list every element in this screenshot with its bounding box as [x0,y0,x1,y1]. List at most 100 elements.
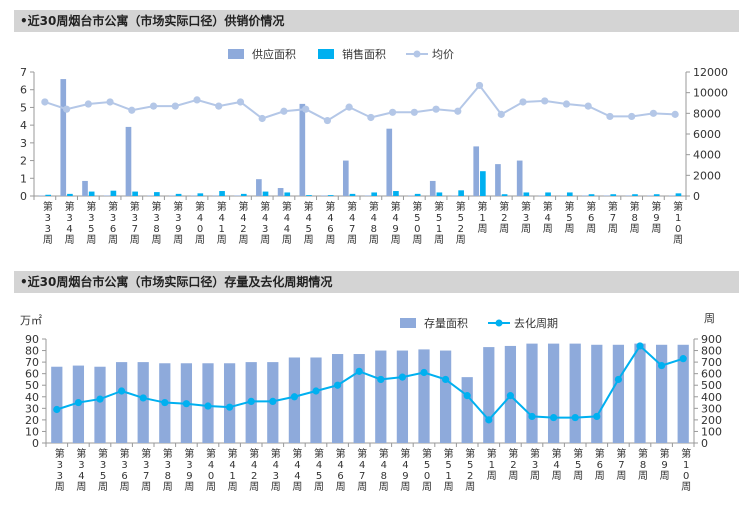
c1-point [171,102,179,110]
c1-y-tick-label: 7 [20,66,27,79]
c1-point [584,102,592,110]
c2-y2-tick-label: 900 [701,333,722,346]
c2-bar-1 [634,343,646,443]
c2-point [593,412,601,421]
c2-y-unit-label: 万㎡ [20,314,42,327]
c1-bar-2 [197,193,204,196]
c1-bar-2 [675,193,682,196]
c1-bar-2 [436,192,443,196]
chart1-title: •近30周烟台市公寓（市场实际口径）供销价情况 [14,10,739,32]
c2-point [74,398,82,407]
c1-legend-swatch-1 [228,49,244,59]
c2-bar-1 [612,344,625,443]
c2-point [442,375,450,384]
c1-point [410,108,418,116]
c1-bar-2 [175,193,182,196]
c1-point [454,107,462,115]
c1-bar-2 [262,191,269,196]
c2-y2-tick-label: 100 [701,425,722,438]
c2-point [614,375,623,384]
c1-bar-1 [299,103,306,196]
c1-y2-tick-label: 4000 [693,149,721,162]
c2-bar-1 [439,350,452,443]
c1-point [128,106,136,114]
c1-point [562,100,571,108]
c1-point [41,98,49,106]
c2-bar-1 [526,343,538,443]
c1-point [497,110,505,118]
c2-point [485,416,493,424]
c1-y-tick-label: 4 [20,119,27,132]
c2-point [53,405,61,414]
c2-y2-unit-label: 周 [704,312,715,325]
c1-point [606,112,614,121]
c1-bar-1 [82,180,88,196]
c2-y2-tick-label: 0 [701,437,708,450]
c1-point [84,100,92,108]
c1-bar-2 [110,190,117,196]
c2-point [139,394,147,402]
c1-bar-2 [501,194,508,196]
c1-bar-2 [45,194,52,196]
c2-y-tick-label: 30 [25,402,39,415]
c2-bar-1 [51,366,63,443]
c1-point [106,98,114,106]
c1-bar-2 [219,191,225,196]
c1-bar-2 [306,195,312,196]
c1-point [389,108,397,116]
c2-point [377,375,385,384]
c1-bar-2 [327,195,334,196]
c2-point [420,368,428,377]
c1-y-tick-label: 5 [20,101,27,114]
c1-point [280,107,288,115]
c1-bar-1 [38,195,45,196]
c1-bar-2 [414,193,421,196]
c2-point [290,393,298,401]
c1-bar-1 [169,195,175,196]
c1-bar-1 [386,128,393,196]
c2-bar-1 [310,357,322,443]
c1-bar-1 [647,195,653,196]
c1-bar-2 [588,194,595,196]
c1-bar-2 [240,193,247,196]
c1-bar-2 [132,191,138,196]
c1-legend-marker [413,50,421,58]
c2-point [96,395,104,403]
c1-bar-1 [408,195,414,196]
c1-point [323,116,331,125]
c2-bar-1 [396,350,409,443]
c1-y-tick-label: 3 [20,137,27,150]
c1-bar-1 [668,195,675,196]
c2-y2-tick-label: 600 [701,368,722,381]
c1-bar-1 [429,180,436,196]
c2-bar-1 [483,347,495,443]
c1-bar-2 [480,171,486,196]
c2-bar-1 [461,377,473,443]
c1-bar-2 [632,194,638,196]
c1-bar-1 [60,79,67,196]
c2-bar-1 [375,350,387,443]
c1-bar-1 [125,126,132,196]
c2-y2-tick-label: 500 [701,379,722,392]
c1-bar-1 [538,195,545,196]
c1-y2-tick-label: 12000 [693,66,728,79]
c1-bar-1 [103,195,110,196]
c2-point [528,412,536,421]
